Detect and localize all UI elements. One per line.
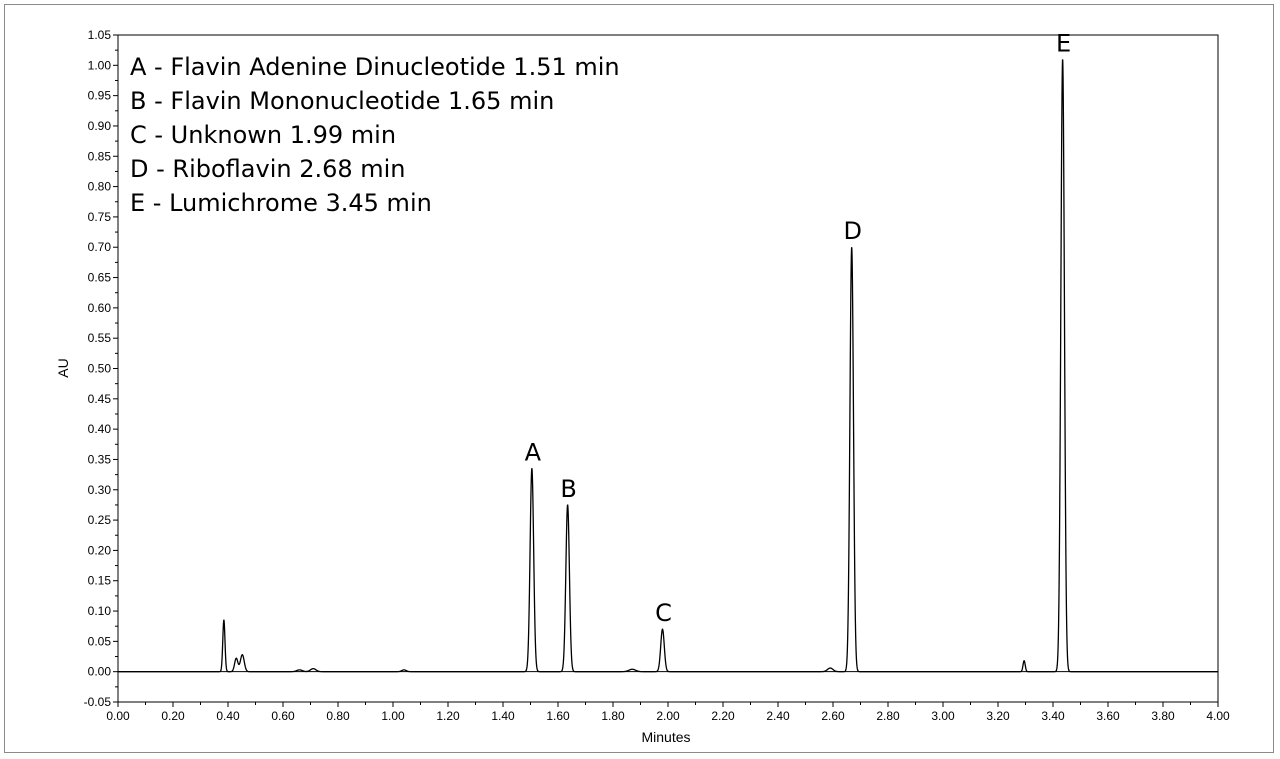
y-tick-label: 0.20 xyxy=(88,543,112,557)
peak-label-a: A xyxy=(525,439,542,467)
x-tick-label: 3.60 xyxy=(1096,709,1120,723)
x-tick-label: 0.80 xyxy=(326,709,350,723)
x-tick-label: 1.40 xyxy=(491,709,515,723)
y-tick-label: 0.80 xyxy=(88,180,112,194)
x-tick-label: 0.20 xyxy=(161,709,185,723)
legend-entry: B - Flavin Mononucleotide 1.65 min xyxy=(130,87,554,115)
y-tick-label: 0.05 xyxy=(88,634,112,648)
legend-entry: C - Unknown 1.99 min xyxy=(130,121,396,149)
y-tick-label: 0.40 xyxy=(88,422,112,436)
y-tick-label: 0.65 xyxy=(88,271,112,285)
x-tick-label: 0.00 xyxy=(106,709,130,723)
legend-entry: E - Lumichrome 3.45 min xyxy=(130,189,432,217)
y-tick-label: 0.15 xyxy=(88,574,112,588)
y-tick-label: 0.10 xyxy=(88,604,112,618)
x-tick-label: 1.00 xyxy=(381,709,405,723)
y-tick-label: 0.55 xyxy=(88,331,112,345)
peak-labels: AB C D E xyxy=(525,29,1072,627)
peak-label-b: B xyxy=(560,475,576,503)
x-tick-label: 2.00 xyxy=(656,709,680,723)
y-tick-label: 0.25 xyxy=(88,513,112,527)
y-tick-label: 1.00 xyxy=(88,58,112,72)
y-tick-label: 1.05 xyxy=(88,28,112,42)
y-tick-label: 0.35 xyxy=(88,452,112,466)
chromatogram-trace xyxy=(118,59,1218,673)
x-tick-label: 3.00 xyxy=(931,709,955,723)
y-tick-label: 0.75 xyxy=(88,210,112,224)
peak-label-c: C xyxy=(655,599,672,627)
y-tick-label: 0.50 xyxy=(88,362,112,376)
y-tick-label: 0.70 xyxy=(88,240,112,254)
y-tick-label: 0.30 xyxy=(88,483,112,497)
y-tick-label: 0.90 xyxy=(88,119,112,133)
x-tick-label: 2.40 xyxy=(766,709,790,723)
legend: A - Flavin Adenine Dinucleotide 1.51 min… xyxy=(130,53,620,217)
legend-entry: A - Flavin Adenine Dinucleotide 1.51 min xyxy=(130,53,620,81)
y-tick-label: 0.60 xyxy=(88,301,112,315)
y-tick-label: 0.95 xyxy=(88,89,112,103)
x-axis-title: Minutes xyxy=(641,729,690,745)
y-axis-title: AU xyxy=(55,358,71,377)
x-tick-label: 1.60 xyxy=(546,709,570,723)
x-tick-label: 3.40 xyxy=(1041,709,1065,723)
x-tick-label: 2.80 xyxy=(876,709,900,723)
x-tick-label: 1.20 xyxy=(436,709,460,723)
x-axis: 0.00 0.20 0.40 0.60 0.80 1.00 1.20 1.40 1.60 1.80… xyxy=(106,702,1230,723)
x-tick-label: 0.40 xyxy=(216,709,240,723)
y-tick-label: 0.45 xyxy=(88,392,112,406)
x-tick-label: 0.60 xyxy=(271,709,295,723)
y-tick-label: 0.00 xyxy=(88,665,112,679)
x-tick-label: 2.60 xyxy=(821,709,845,723)
x-tick-label: 2.20 xyxy=(711,709,735,723)
peak-label-e: E xyxy=(1056,29,1071,57)
y-tick-label: 0.85 xyxy=(88,149,112,163)
y-axis: -0.05 0.00 0.05 0.10 0.15 0.20 0.25 0.30 0.35 0.4… xyxy=(84,28,118,709)
x-tick-label: 1.80 xyxy=(601,709,625,723)
x-tick-label: 3.20 xyxy=(986,709,1010,723)
x-tick-label: 3.80 xyxy=(1151,709,1175,723)
y-tick-label: -0.05 xyxy=(84,695,112,709)
legend-entry: D - Riboflavin 2.68 min xyxy=(130,155,406,183)
peak-label-d: D xyxy=(843,217,861,245)
x-tick-label: 4.00 xyxy=(1206,709,1230,723)
